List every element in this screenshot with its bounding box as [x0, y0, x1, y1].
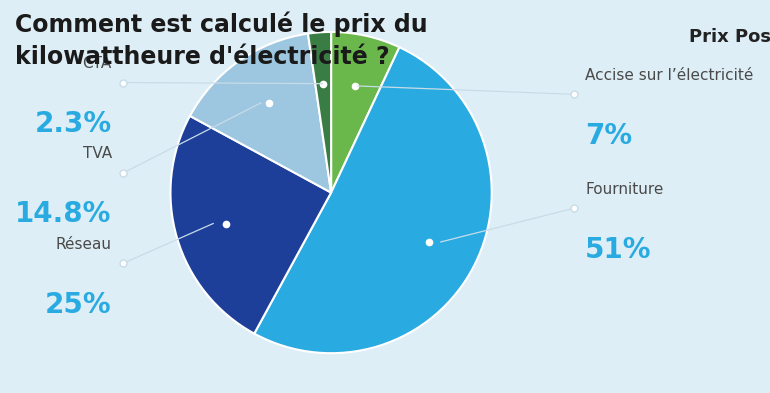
Wedge shape	[308, 32, 331, 193]
Text: Prix Pose: Prix Pose	[689, 28, 770, 46]
Text: 25%: 25%	[45, 291, 112, 319]
Text: CTA: CTA	[82, 56, 112, 71]
Text: Comment est calculé le prix du
kilowattheure d'électricité ?: Comment est calculé le prix du kilowatth…	[15, 12, 428, 69]
Text: 51%: 51%	[585, 236, 651, 264]
Text: 7%: 7%	[585, 122, 632, 150]
Text: Réseau: Réseau	[55, 237, 112, 252]
Wedge shape	[170, 116, 331, 334]
Text: 14.8%: 14.8%	[15, 200, 112, 228]
Wedge shape	[331, 32, 400, 193]
Text: 2.3%: 2.3%	[35, 110, 112, 138]
Wedge shape	[254, 47, 492, 353]
Text: Accise sur l’électricité: Accise sur l’électricité	[585, 68, 754, 83]
Text: Fourniture: Fourniture	[585, 182, 664, 196]
Wedge shape	[190, 34, 331, 193]
Text: TVA: TVA	[82, 146, 112, 161]
